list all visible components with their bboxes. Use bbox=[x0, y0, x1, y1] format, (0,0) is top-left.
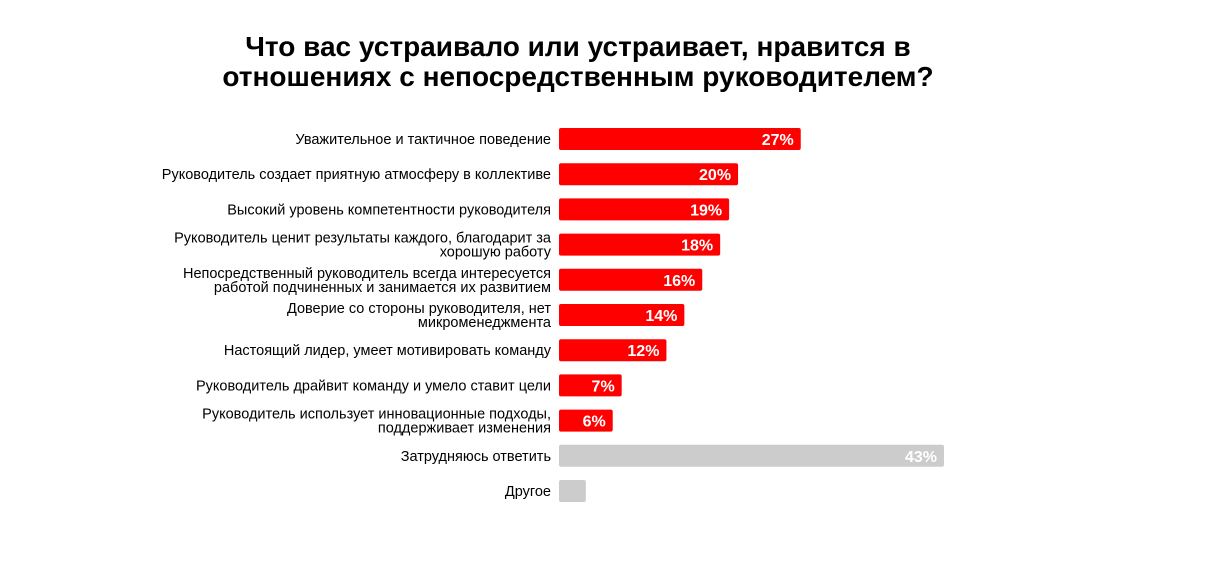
bar-6 bbox=[559, 304, 685, 326]
value-label-9: 6% bbox=[583, 414, 606, 431]
value-label-8: 7% bbox=[592, 378, 615, 395]
value-label-5: 16% bbox=[663, 273, 695, 290]
bar-11 bbox=[559, 480, 586, 502]
value-label-2: 20% bbox=[699, 167, 731, 184]
value-label-7: 12% bbox=[627, 343, 659, 360]
value-label-10: 43% bbox=[905, 449, 937, 466]
bar-7 bbox=[559, 339, 667, 362]
category-label-1: Уважительное и тактичное поведение bbox=[295, 132, 551, 148]
value-label-1: 27% bbox=[762, 132, 794, 149]
value-label-4: 18% bbox=[681, 238, 713, 255]
category-label-3: Высокий уровень компетентности руководит… bbox=[227, 202, 551, 218]
category-label-9-line-1: Руководитель использует инновационные по… bbox=[202, 407, 551, 423]
bar-8 bbox=[559, 374, 622, 397]
chart-title-line-1: Что вас устраивало или устраивает, нрави… bbox=[245, 31, 911, 62]
chart-title-line-2: отношениях с непосредственным руководите… bbox=[222, 61, 934, 92]
value-label-6: 14% bbox=[645, 308, 677, 325]
category-label-6-line-1: Доверие со стороны руководителя, нет bbox=[287, 301, 551, 317]
category-label-9-line-2: поддерживает изменения bbox=[378, 421, 551, 437]
bar-1 bbox=[559, 128, 801, 150]
category-label-4-line-1: Руководитель ценит результаты каждого, б… bbox=[174, 231, 552, 247]
category-label-7: Настоящий лидер, умеет мотивировать кома… bbox=[224, 343, 552, 359]
category-label-11: Другое bbox=[505, 484, 551, 500]
bar-2 bbox=[559, 163, 739, 186]
chart-title: Что вас устраивало или устраивает, нрави… bbox=[0, 32, 1156, 92]
category-label-2: Руководитель создает приятную атмосферу … bbox=[162, 167, 551, 183]
category-label-5-line-2: работой подчиненных и занимается их разв… bbox=[214, 280, 551, 296]
category-label-4-line-2: хорошую работу bbox=[440, 245, 552, 261]
category-label-5-line-1: Непосредственный руководитель всегда инт… bbox=[183, 266, 551, 282]
bar-4 bbox=[559, 233, 721, 256]
bar-5 bbox=[559, 268, 703, 291]
category-label-8: Руководитель драйвит команду и умело ста… bbox=[196, 378, 551, 394]
category-label-10: Затрудняюсь ответить bbox=[401, 449, 551, 465]
value-label-3: 19% bbox=[690, 202, 722, 219]
bar-10 bbox=[559, 444, 944, 467]
bar-3 bbox=[559, 198, 730, 221]
category-label-6-line-2: микроменеджмента bbox=[418, 315, 552, 331]
bar-9 bbox=[559, 409, 613, 432]
